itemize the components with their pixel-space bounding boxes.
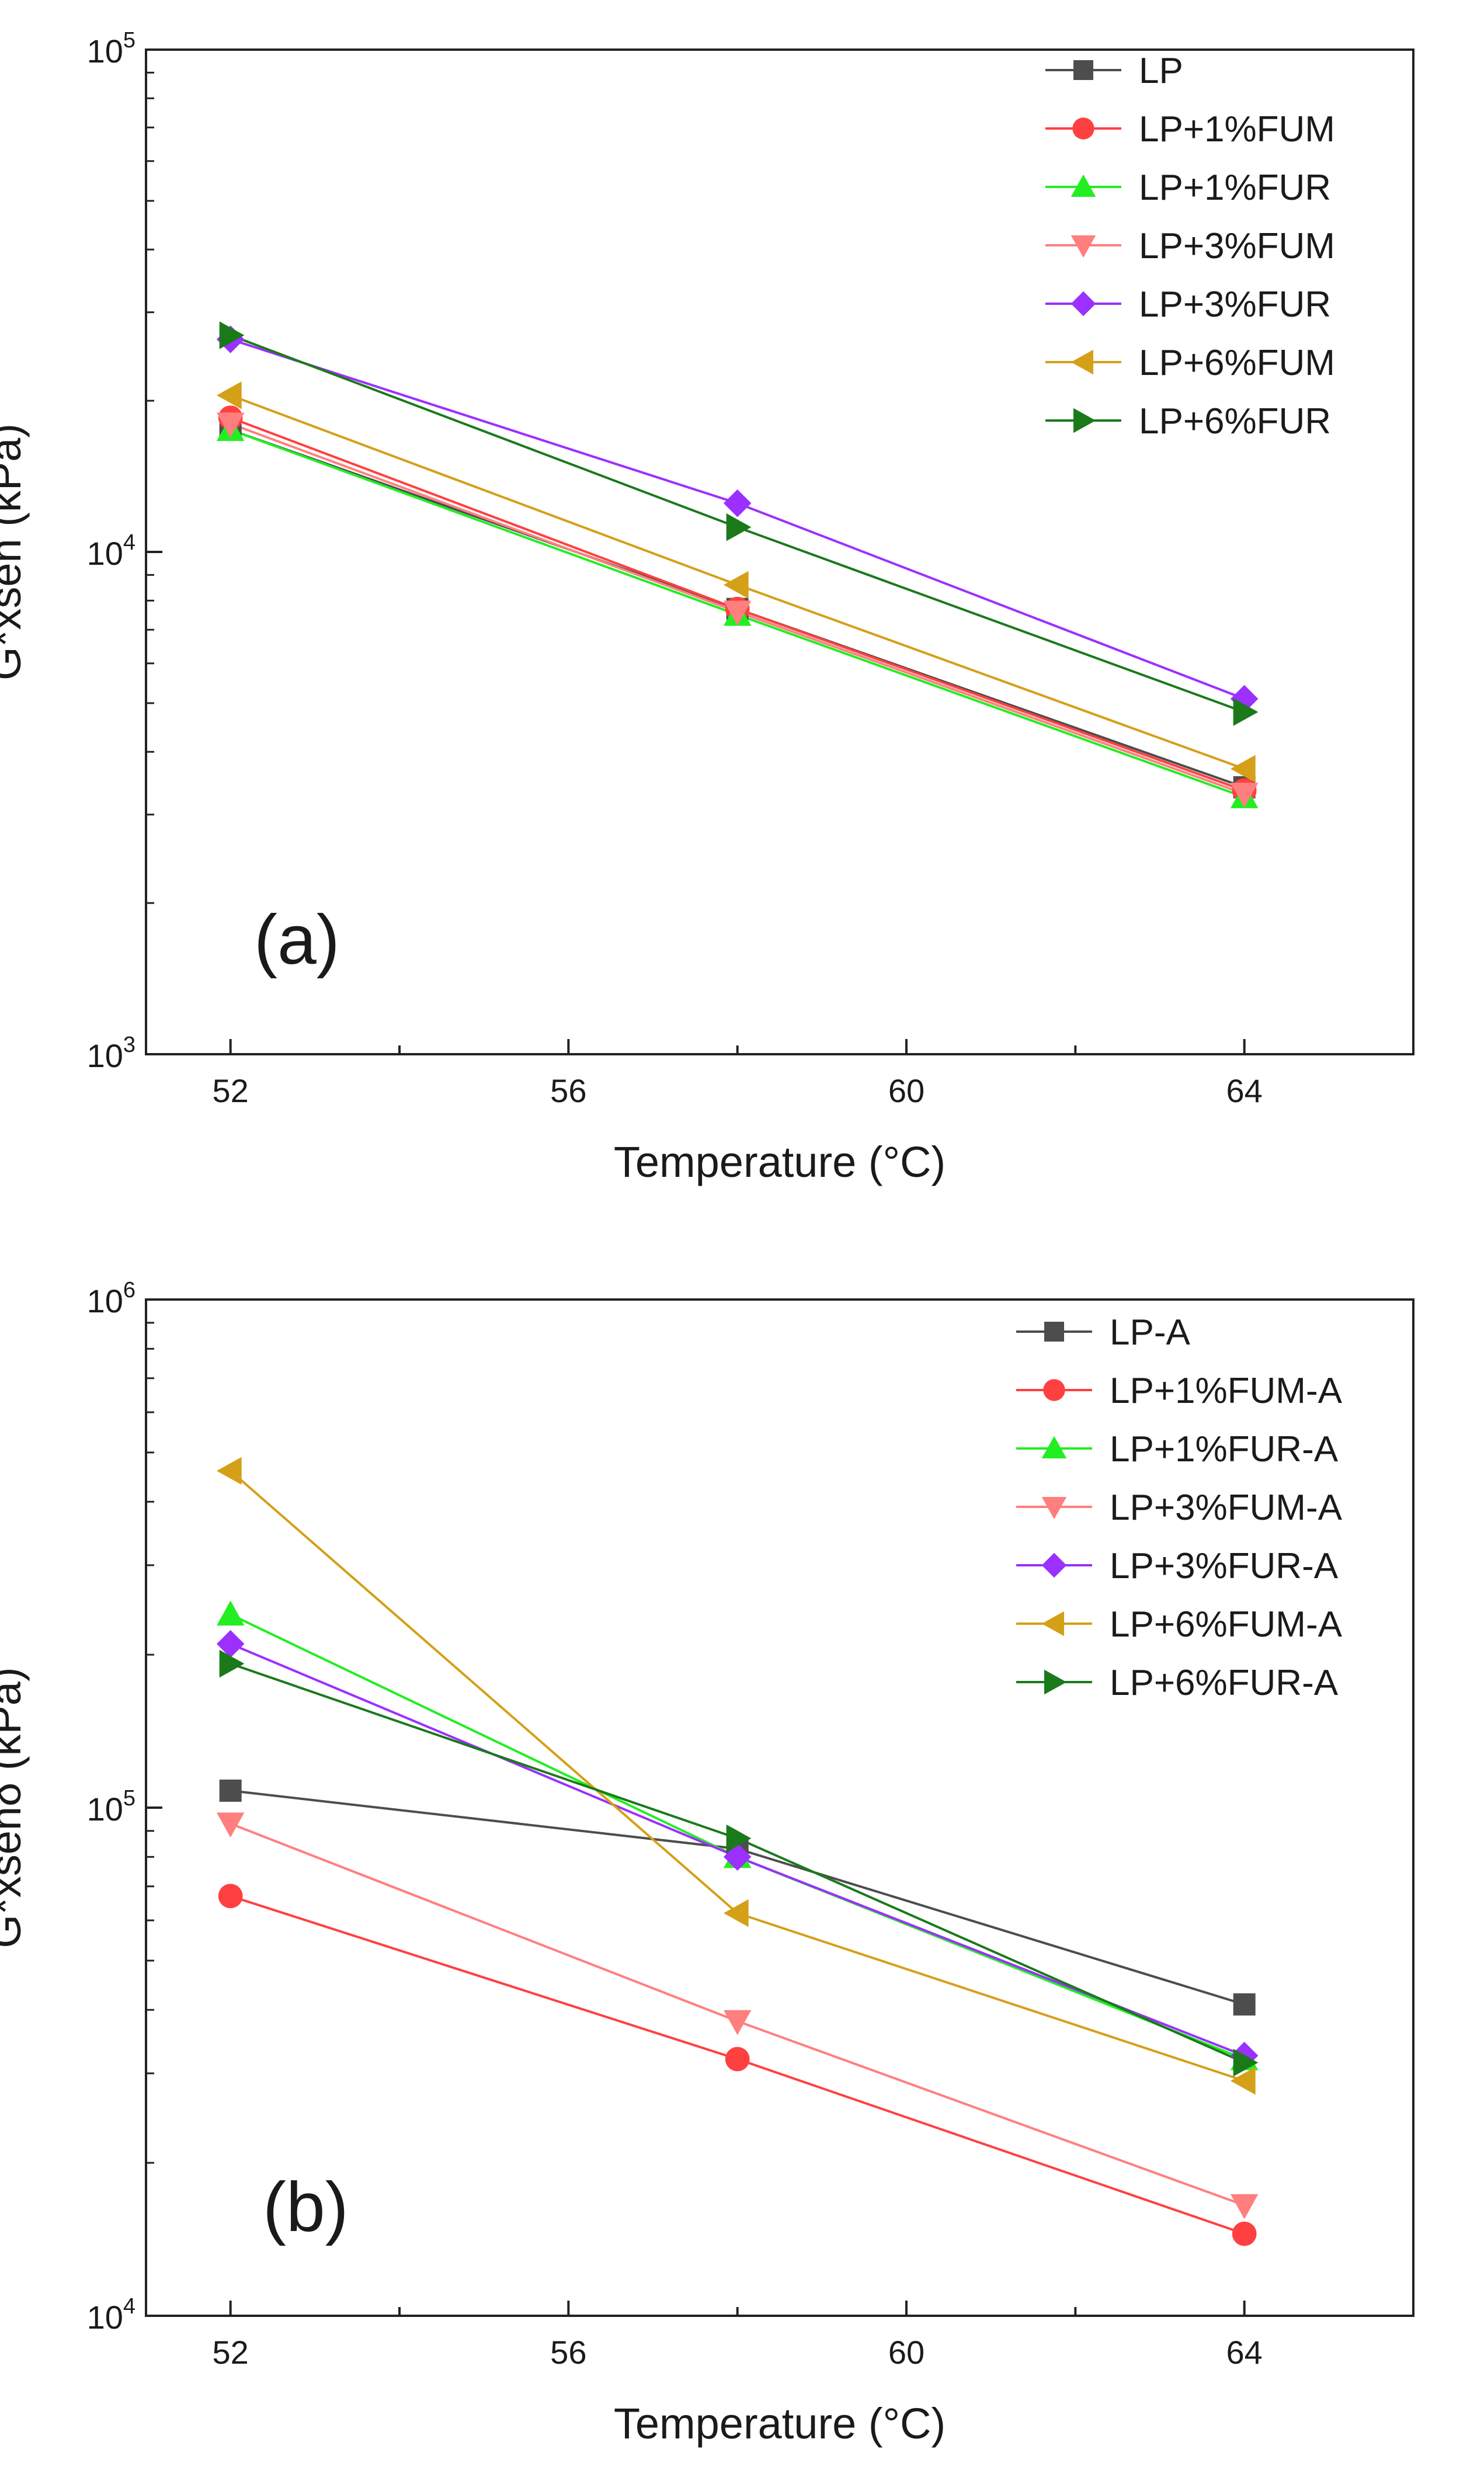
chart-a-y-tick-label: 103: [87, 1033, 135, 1074]
chart-a-data-point: [216, 381, 242, 409]
chart-b-data-point: [216, 1630, 245, 1658]
chart-a-legend-marker: [1071, 291, 1096, 317]
chart-b-data-point: [216, 1600, 245, 1626]
chart-a-x-tick-label: 52: [213, 1072, 249, 1109]
chart-a-y-tick-exponent: 4: [123, 530, 135, 555]
chart-b-legend-label: LP+1%FUM-A: [1110, 1371, 1343, 1411]
chart-b-y-tick-label: 106: [87, 1278, 135, 1319]
chart-b-legend-label: LP+6%FUM-A: [1110, 1604, 1343, 1645]
chart-b-data-point: [219, 1649, 245, 1678]
chart-a-data-point: [726, 513, 752, 541]
chart-a-legend-marker: [1071, 174, 1096, 197]
chart-b-data-point: [725, 2047, 750, 2072]
chart-b-legend-marker: [1044, 1669, 1067, 1695]
chart-b-data-point: [723, 1899, 749, 1927]
chart-a-data-point: [723, 571, 749, 599]
chart-b-panel-label: (b): [263, 2168, 349, 2246]
chart-b-data-point: [218, 1884, 243, 1909]
chart-b-data-point: [1233, 2048, 1259, 2077]
chart-b-x-tick-label: 52: [213, 2334, 249, 2371]
chart-b-legend-label: LP+1%FUR-A: [1110, 1429, 1339, 1469]
chart-b-legend-label: LP+6%FUR-A: [1110, 1663, 1339, 1703]
chart-b-legend-label: LP+3%FUR-A: [1110, 1546, 1339, 1586]
chart-b-legend-marker: [1041, 1497, 1067, 1520]
chart-b-legend-label: LP-A: [1110, 1312, 1190, 1353]
chart-b-legend-label: LP+3%FUM-A: [1110, 1488, 1343, 1528]
chart-a-legend-marker: [1071, 235, 1096, 258]
chart-b-x-tick-label: 56: [550, 2334, 586, 2371]
chart-a-y-tick-base: 10: [87, 1037, 123, 1074]
chart-a-y-tick-base: 10: [87, 535, 123, 572]
chart-a-legend-marker: [1073, 408, 1096, 433]
chart-b-x-tick-label: 60: [888, 2334, 925, 2371]
chart-b-y-tick-base: 10: [87, 1283, 123, 1319]
chart-a-data-point: [1230, 755, 1256, 783]
chart-a-x-tick-label: 60: [888, 1072, 925, 1109]
chart-b-y-tick-exponent: 4: [123, 2294, 135, 2319]
chart-b-data-point: [723, 1843, 752, 1871]
chart-a-y-tick-exponent: 5: [123, 28, 135, 53]
chart-a-data-point: [219, 321, 245, 349]
chart-a-legend-label: LP: [1139, 51, 1183, 91]
chart-a-data-point: [723, 489, 752, 517]
chart-b-data-point: [216, 1812, 245, 1838]
chart-a-legend-label: LP+3%FUR: [1139, 284, 1331, 325]
chart-a-legend-label: LP+6%FUR: [1139, 401, 1331, 442]
chart-b-y-tick-base: 10: [87, 1791, 123, 1828]
chart-a-y-axis-title: G*xsen (kPa): [0, 423, 30, 680]
chart-b-data-point: [1232, 2221, 1257, 2246]
chart-a-legend-marker: [1071, 349, 1093, 375]
chart-a-y-tick-base: 10: [87, 33, 123, 70]
chart-b-data-point: [1233, 1993, 1256, 2016]
chart-a-legend-label: LP+6%FUM: [1139, 343, 1335, 383]
chart-a-x-tick-label: 64: [1226, 1072, 1263, 1109]
chart-b-y-tick-exponent: 6: [123, 1278, 135, 1302]
chart-b-data-point: [216, 1457, 242, 1485]
chart-a-y-tick-label: 104: [87, 530, 135, 572]
chart-a-data-point: [216, 412, 245, 438]
chart-a-x-axis-title: Temperature (°C): [614, 1138, 946, 1186]
chart-b-legend-marker: [1043, 1379, 1065, 1401]
chart-a-legend-label: LP+3%FUM: [1139, 226, 1335, 266]
chart-b-data-point: [1230, 2066, 1256, 2095]
chart-b-y-tick-label: 104: [87, 2294, 135, 2336]
chart-a-panel-label: (a): [254, 901, 340, 979]
chart-a-y-tick-exponent: 3: [123, 1033, 135, 1057]
chart-a-legend-marker: [1073, 60, 1093, 80]
chart-a-legend-marker: [1072, 117, 1094, 140]
chart-b-legend-marker: [1041, 1436, 1067, 1458]
chart-a-data-point: [1230, 783, 1259, 808]
chart-b-legend-marker: [1041, 1552, 1067, 1578]
chart-b-data-point: [1230, 2194, 1259, 2219]
chart-b-data-point: [726, 1824, 752, 1853]
chart-a-data-point: [723, 600, 752, 626]
chart-b-y-axis-title: G*xsenδ (kPa): [0, 1667, 30, 1948]
chart-b-y-tick-exponent: 5: [123, 1786, 135, 1811]
chart-a-y-tick-label: 105: [87, 28, 135, 70]
chart-a-legend-label: LP+1%FUR: [1139, 168, 1331, 208]
chart-a-x-tick-label: 56: [550, 1072, 586, 1109]
chart-b-x-tick-label: 64: [1226, 2334, 1263, 2371]
chart-b-y-tick-base: 10: [87, 2299, 123, 2336]
chart-a-legend-label: LP+1%FUM: [1139, 109, 1335, 150]
chart-b-y-tick-label: 105: [87, 1786, 135, 1828]
chart-b-data-point: [219, 1779, 242, 1802]
chart-b-data-point: [723, 2010, 752, 2035]
chart-b-legend-marker: [1044, 1322, 1064, 1342]
chart-b-legend-marker: [1041, 1611, 1064, 1637]
chart-b-x-axis-title: Temperature (°C): [614, 2399, 946, 2448]
chart-a-data-point: [1233, 698, 1259, 726]
